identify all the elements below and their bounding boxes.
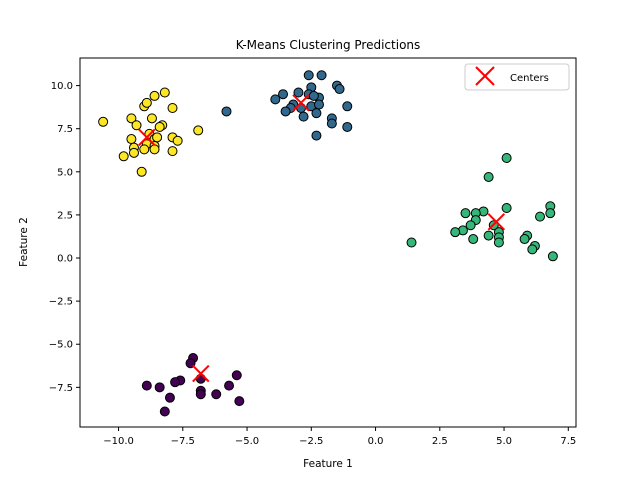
center-x-stroke xyxy=(192,364,210,383)
x-tick-label: −5.0 xyxy=(235,436,259,447)
data-point-cluster-2 xyxy=(450,227,461,238)
data-point-cluster-3 xyxy=(149,144,160,155)
data-point-cluster-3 xyxy=(193,125,204,136)
data-point-cluster-3 xyxy=(149,90,160,101)
chart-title: K-Means Clustering Predictions xyxy=(236,38,421,52)
data-points xyxy=(98,70,558,417)
y-axis-ticks: −7.5 −5.0 −2.5 0.0 2.5 5.0 7.5 10.0 xyxy=(49,81,80,394)
center-x-stroke xyxy=(487,213,506,231)
data-point-cluster-3 xyxy=(136,166,147,177)
legend: Centers xyxy=(464,63,570,91)
legend-label-centers: Centers xyxy=(510,73,549,84)
data-point-cluster-1 xyxy=(311,130,322,141)
y-tick-label: −7.5 xyxy=(49,383,73,394)
x-tick-label: 5.0 xyxy=(496,436,512,447)
y-tick-label: 10.0 xyxy=(51,81,73,92)
data-point-cluster-3 xyxy=(146,113,157,124)
data-point-cluster-3 xyxy=(131,120,142,131)
data-point-cluster-2 xyxy=(468,234,479,245)
data-point-cluster-3 xyxy=(98,116,109,127)
data-point-cluster-2 xyxy=(535,211,546,222)
data-point-cluster-3 xyxy=(159,87,170,98)
data-point-cluster-3 xyxy=(128,147,139,158)
cluster-centers xyxy=(138,94,506,383)
data-point-cluster-1 xyxy=(221,106,232,117)
plot-area-frame xyxy=(79,57,577,428)
data-point-cluster-3 xyxy=(126,113,137,124)
data-point-cluster-2 xyxy=(465,220,476,231)
data-point-cluster-3 xyxy=(167,103,178,114)
data-point-cluster-0 xyxy=(164,392,175,403)
data-point-cluster-1 xyxy=(270,94,281,105)
y-axis-label: Feature 2 xyxy=(18,217,30,267)
data-point-cluster-1 xyxy=(342,101,353,112)
data-point-cluster-2 xyxy=(460,208,471,219)
data-point-cluster-0 xyxy=(211,389,222,400)
data-point-cluster-2 xyxy=(483,171,494,182)
data-point-cluster-3 xyxy=(141,97,152,108)
data-point-cluster-2 xyxy=(493,237,504,248)
data-point-cluster-1 xyxy=(326,118,337,129)
data-point-cluster-0 xyxy=(170,377,181,388)
data-point-cluster-1 xyxy=(316,70,327,81)
y-tick-label: 5.0 xyxy=(57,167,73,178)
cluster-center-marker xyxy=(292,94,310,112)
data-point-cluster-2 xyxy=(547,251,558,262)
data-point-cluster-0 xyxy=(231,370,242,381)
data-point-cluster-3 xyxy=(152,132,163,143)
x-axis-label: Feature 1 xyxy=(303,458,353,470)
data-point-cluster-0 xyxy=(224,380,235,391)
data-point-cluster-3 xyxy=(118,151,129,162)
data-point-cluster-0 xyxy=(154,382,165,393)
data-point-cluster-2 xyxy=(527,244,538,255)
x-tick-label: −10.0 xyxy=(103,436,134,447)
cluster-center-marker xyxy=(192,364,210,383)
data-point-cluster-1 xyxy=(278,89,289,100)
data-point-cluster-2 xyxy=(519,234,530,245)
data-point-cluster-3 xyxy=(172,135,183,146)
cluster-center-marker xyxy=(487,213,506,231)
center-x-stroke xyxy=(292,94,310,112)
data-point-cluster-3 xyxy=(167,146,178,157)
data-point-cluster-1 xyxy=(314,99,325,110)
legend-x-stroke xyxy=(475,66,495,86)
data-point-cluster-0 xyxy=(159,406,170,417)
data-point-cluster-3 xyxy=(139,144,150,155)
center-x-stroke xyxy=(138,128,156,147)
legend-marker-x-icon xyxy=(475,66,495,86)
data-point-cluster-1 xyxy=(303,70,314,81)
data-point-cluster-1 xyxy=(280,106,291,117)
data-point-cluster-2 xyxy=(406,237,417,248)
x-axis-ticks: −10.0 −7.5 −5.0 −2.5 0.0 2.5 5.0 7.5 xyxy=(103,427,576,447)
data-point-cluster-1 xyxy=(342,121,353,132)
data-point-cluster-0 xyxy=(234,396,245,407)
data-point-cluster-3 xyxy=(154,121,165,132)
data-point-cluster-1 xyxy=(293,87,304,98)
data-point-cluster-1 xyxy=(308,90,319,101)
data-point-cluster-2 xyxy=(483,230,494,241)
data-point-cluster-3 xyxy=(126,134,137,145)
x-tick-label: −2.5 xyxy=(299,436,323,447)
y-tick-label: −5.0 xyxy=(49,340,73,351)
x-tick-label: 0.0 xyxy=(368,436,384,447)
data-point-cluster-2 xyxy=(501,203,512,214)
data-point-cluster-1 xyxy=(298,111,309,122)
data-point-cluster-1 xyxy=(311,108,322,119)
data-point-cluster-0 xyxy=(141,380,152,391)
data-point-cluster-1 xyxy=(334,84,345,95)
y-tick-label: 0.0 xyxy=(57,254,73,265)
y-tick-label: 7.5 xyxy=(57,124,73,135)
data-point-cluster-2 xyxy=(501,153,512,164)
data-point-cluster-0 xyxy=(195,389,206,400)
x-tick-label: 2.5 xyxy=(432,436,448,447)
y-tick-label: −2.5 xyxy=(49,297,73,308)
data-point-cluster-2 xyxy=(545,208,556,219)
data-point-cluster-0 xyxy=(185,358,196,369)
x-tick-label: −7.5 xyxy=(171,436,195,447)
cluster-center-marker xyxy=(138,128,156,147)
y-tick-label: 2.5 xyxy=(57,210,73,221)
x-tick-label: 7.5 xyxy=(560,436,576,447)
